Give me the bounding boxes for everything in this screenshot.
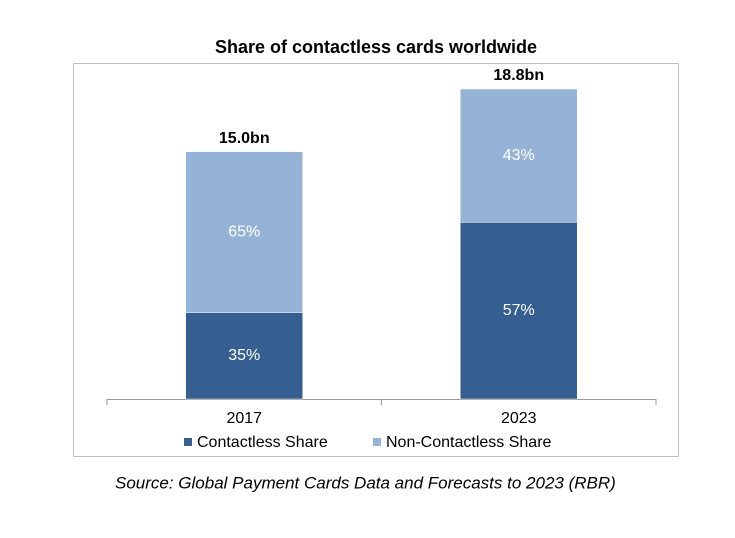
bar-segment bbox=[460, 222, 578, 400]
total-label: 18.8bn bbox=[493, 67, 544, 84]
total-label: 15.0bn bbox=[219, 130, 270, 147]
data-label: 65% bbox=[228, 223, 260, 240]
x-tick-label: 2023 bbox=[501, 410, 537, 427]
legend-label: Contactless Share bbox=[197, 434, 328, 451]
bar-segment bbox=[185, 312, 303, 400]
data-label: 35% bbox=[228, 347, 260, 364]
legend-label: Non-Contactless Share bbox=[386, 434, 552, 451]
chart-title: Share of contactless cards worldwide bbox=[215, 37, 537, 57]
bar-segment bbox=[185, 151, 303, 313]
data-label: 57% bbox=[503, 302, 535, 319]
plot-frame bbox=[73, 63, 679, 457]
legend-swatch bbox=[184, 438, 192, 446]
bar-segment bbox=[460, 88, 578, 223]
x-tick-label: 2017 bbox=[226, 410, 262, 427]
source-note: Source: Global Payment Cards Data and Fo… bbox=[115, 473, 616, 492]
legend-swatch bbox=[373, 438, 381, 446]
data-label: 43% bbox=[503, 147, 535, 164]
